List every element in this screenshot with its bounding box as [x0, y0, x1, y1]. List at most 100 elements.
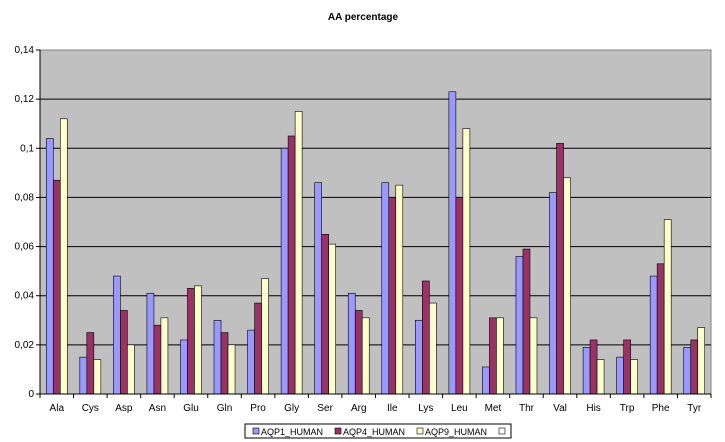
bar-AQP1_HUMAN-Asp [113, 275, 121, 395]
bar-AQP1_HUMAN-Arg [347, 292, 356, 395]
bar-AQP1_HUMAN-Met [482, 366, 490, 395]
bar-AQP4_HUMAN-His [589, 339, 598, 395]
bar-AQP1_HUMAN-Gly [280, 147, 289, 395]
x-tick-label: Thr [519, 403, 535, 414]
bar-AQP4_HUMAN-Lys [422, 280, 430, 395]
bar-AQP9_HUMAN-Ser [328, 243, 336, 395]
legend-swatch [498, 427, 506, 435]
x-tick-label: Tyr [687, 403, 702, 414]
legend-swatch [416, 427, 424, 435]
bar-AQP9_HUMAN-Glu [194, 285, 202, 395]
bar-AQP9_HUMAN-Ile [395, 184, 404, 395]
bar-AQP9_HUMAN-Asp [127, 344, 135, 395]
x-tick-label: Val [553, 403, 567, 414]
bars [45, 91, 706, 395]
bar-AQP4_HUMAN-Gly [287, 135, 296, 395]
bar-AQP4_HUMAN-Thr [522, 248, 531, 395]
bar-AQP4_HUMAN-Met [489, 317, 497, 395]
bar-AQP9_HUMAN-Cys [93, 359, 102, 395]
legend-label: AQP9_HUMAN [425, 427, 487, 437]
chart-title: AA percentage [328, 12, 399, 23]
y-tick-label: 0,08 [15, 192, 35, 203]
bar-AQP4_HUMAN-Ile [388, 197, 397, 395]
bar-AQP1_HUMAN-Phe [649, 275, 658, 395]
bar-AQP9_HUMAN-His [596, 359, 605, 395]
bar-AQP1_HUMAN-Glu [180, 339, 188, 395]
legend-swatch [334, 427, 342, 435]
bar-AQP1_HUMAN-Pro [247, 329, 255, 395]
legend-swatch [252, 427, 260, 435]
bar-AQP4_HUMAN-Cys [86, 332, 95, 395]
bar-AQP9_HUMAN-Thr [529, 317, 538, 395]
x-tick-label: Asp [115, 403, 133, 414]
x-tick-label: Arg [351, 403, 367, 414]
y-tick-label: 0 [28, 389, 34, 400]
bar-AQP1_HUMAN-His [582, 347, 591, 395]
bar-AQP1_HUMAN-Ser [314, 182, 322, 395]
bar-AQP4_HUMAN-Pro [254, 302, 262, 395]
bar-AQP4_HUMAN-Ala [52, 179, 61, 395]
bar-AQP9_HUMAN-Gln [227, 344, 236, 395]
x-tick-label: His [586, 403, 600, 414]
bar-AQP9_HUMAN-Val [563, 177, 571, 395]
bar-AQP4_HUMAN-Asn [153, 324, 162, 395]
bar-AQP1_HUMAN-Cys [79, 356, 88, 395]
x-tick-label: Met [485, 403, 502, 414]
bar-AQP9_HUMAN-Lys [429, 302, 437, 395]
bar-AQP4_HUMAN-Trp [623, 339, 631, 395]
bar-AQP9_HUMAN-Met [496, 317, 504, 395]
x-axis: Ala Cys Asp Asn Glu Gln Pro Gly Ser Arg Ile Lys Leu M… [39, 394, 712, 414]
x-tick-label: Asn [149, 403, 166, 414]
bar-AQP9_HUMAN-Pro [261, 278, 269, 395]
x-tick-label: Leu [451, 403, 468, 414]
x-tick-label: Lys [418, 403, 433, 414]
y-tick-label: 0,14 [15, 45, 35, 56]
bar-AQP9_HUMAN-Tyr [697, 327, 706, 395]
bar-AQP1_HUMAN-Val [549, 192, 557, 395]
x-tick-label: Pro [250, 403, 266, 414]
x-tick-label: Trp [620, 403, 635, 414]
bar-AQP1_HUMAN-Thr [515, 256, 524, 395]
bar-AQP9_HUMAN-Ala [59, 118, 68, 395]
x-tick-label: Gly [284, 403, 299, 414]
bar-AQP1_HUMAN-Asn [146, 292, 155, 395]
bar-AQP9_HUMAN-Leu [462, 128, 471, 395]
bar-AQP4_HUMAN-Asp [120, 310, 128, 395]
bar-AQP4_HUMAN-Phe [656, 263, 665, 395]
bar-AQP1_HUMAN-Lys [415, 319, 423, 395]
bar-AQP4_HUMAN-Glu [187, 288, 195, 395]
bar-AQP4_HUMAN-Leu [455, 197, 464, 395]
bar-AQP1_HUMAN-Trp [616, 356, 624, 395]
x-tick-label: Glu [183, 403, 199, 414]
x-tick-label: Phe [652, 403, 670, 414]
bar-AQP9_HUMAN-Arg [361, 317, 370, 395]
bar-AQP4_HUMAN-Ser [321, 233, 329, 395]
y-tick-label: 0,02 [15, 340, 35, 351]
bar-AQP1_HUMAN-Ile [381, 182, 390, 395]
bar-AQP4_HUMAN-Tyr [690, 339, 699, 395]
legend: AQP1_HUMAN AQP4_HUMAN AQP9_HUMAN [244, 423, 512, 439]
legend-box [244, 423, 512, 439]
bar-AQP9_HUMAN-Phe [663, 219, 672, 395]
bar-AQP4_HUMAN-Arg [354, 310, 363, 395]
bar-AQP4_HUMAN-Val [556, 143, 564, 395]
plot-area [39, 49, 712, 395]
bar-AQP9_HUMAN-Trp [630, 359, 638, 395]
y-tick-label: 0,12 [15, 94, 35, 105]
bar-AQP1_HUMAN-Ala [45, 138, 54, 395]
bar-AQP1_HUMAN-Tyr [683, 347, 692, 395]
bar-AQP9_HUMAN-Asn [160, 317, 169, 395]
bar-AQP9_HUMAN-Gly [294, 111, 303, 395]
x-tick-label: Ala [50, 403, 65, 414]
legend-label: AQP1_HUMAN [261, 427, 323, 437]
legend-label: AQP4_HUMAN [343, 427, 405, 437]
y-tick-label: 0,06 [15, 242, 35, 253]
y-tick-label: 0,04 [15, 291, 35, 302]
x-tick-label: Gln [217, 403, 233, 414]
x-tick-label: Ser [317, 403, 333, 414]
bar-AQP1_HUMAN-Gln [213, 319, 222, 395]
x-tick-label: Cys [82, 403, 99, 414]
x-tick-label: Ile [387, 403, 398, 414]
y-tick-label: 0,1 [20, 143, 34, 154]
